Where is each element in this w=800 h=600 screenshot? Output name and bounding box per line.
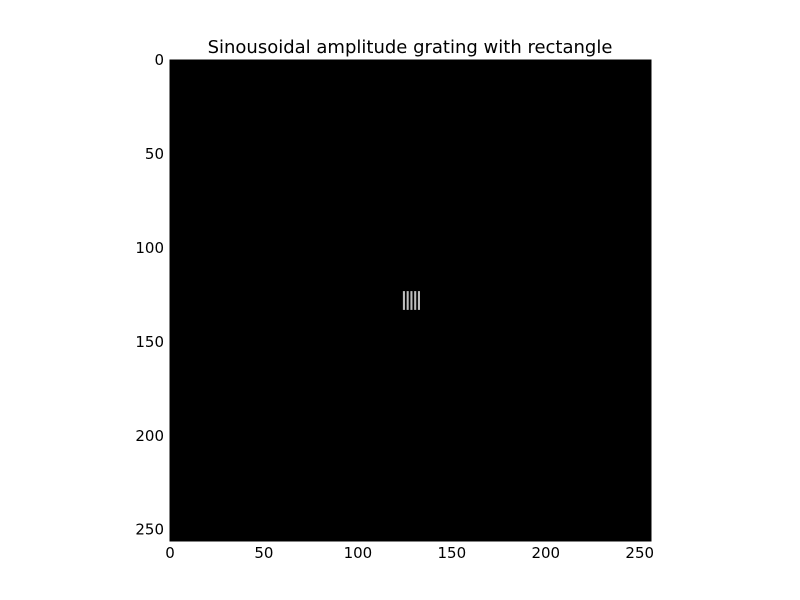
x-tick-label: 0 [165, 544, 175, 562]
x-tick-label: 100 [344, 544, 373, 562]
y-tick-label: 200 [135, 427, 164, 445]
grating-stripe [406, 291, 409, 310]
x-tick-label: 250 [625, 544, 654, 562]
x-tick-label: 50 [254, 544, 273, 562]
x-axis: 0 50 100 150 200 250 [165, 60, 654, 562]
y-axis: 0 50 100 150 200 250 [135, 51, 651, 539]
grating-stripe [414, 291, 417, 310]
grating-stripe [402, 291, 405, 310]
x-tick-label: 150 [438, 544, 467, 562]
grating-stripe [410, 291, 413, 310]
y-tick-label: 100 [135, 239, 164, 257]
x-tick-label: 200 [531, 544, 560, 562]
grating-stripe [417, 291, 420, 310]
grating-rectangle [402, 291, 420, 310]
y-tick-label: 150 [135, 333, 164, 351]
axes-frame [169, 59, 652, 542]
y-tick-label: 50 [145, 145, 164, 163]
y-tick-label: 0 [154, 51, 164, 69]
y-tick-label: 250 [135, 521, 164, 539]
chart-title: Sinousoidal amplitude grating with recta… [208, 37, 613, 58]
